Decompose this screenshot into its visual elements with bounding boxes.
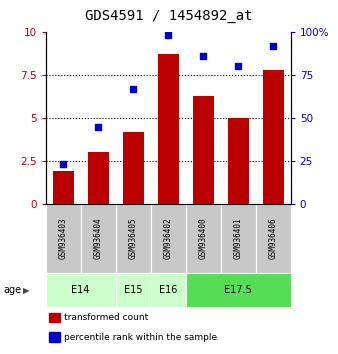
Bar <box>263 70 284 204</box>
Text: GDS4591 / 1454892_at: GDS4591 / 1454892_at <box>85 9 253 23</box>
Bar <box>256 204 291 273</box>
Point <box>130 86 136 92</box>
Text: GSM936401: GSM936401 <box>234 218 243 259</box>
Bar <box>81 204 116 273</box>
Point <box>95 124 101 130</box>
Point <box>200 53 206 59</box>
Bar <box>158 54 179 204</box>
Text: ▶: ▶ <box>23 286 29 295</box>
Bar <box>53 171 74 204</box>
Bar <box>49 332 61 342</box>
Bar <box>46 273 116 307</box>
Point <box>270 43 276 48</box>
Text: percentile rank within the sample: percentile rank within the sample <box>64 333 217 342</box>
Text: E14: E14 <box>71 285 90 295</box>
Bar <box>88 153 108 204</box>
Text: E17.5: E17.5 <box>224 285 252 295</box>
Text: E16: E16 <box>159 285 177 295</box>
Bar <box>49 313 61 322</box>
Bar <box>151 273 186 307</box>
Text: GSM936405: GSM936405 <box>129 218 138 259</box>
Text: GSM936403: GSM936403 <box>58 218 68 259</box>
Text: GSM936404: GSM936404 <box>94 218 103 259</box>
Bar <box>123 132 144 204</box>
Point <box>61 162 66 167</box>
Bar <box>151 204 186 273</box>
Text: age: age <box>3 285 22 295</box>
Text: GSM936400: GSM936400 <box>199 218 208 259</box>
Bar <box>221 204 256 273</box>
Bar <box>228 118 249 204</box>
Point <box>166 33 171 38</box>
Point <box>236 63 241 69</box>
Bar <box>186 273 291 307</box>
Text: transformed count: transformed count <box>64 313 148 321</box>
Bar <box>193 96 214 204</box>
Bar <box>186 204 221 273</box>
Text: GSM936402: GSM936402 <box>164 218 173 259</box>
Text: E15: E15 <box>124 285 142 295</box>
Bar <box>116 273 151 307</box>
Bar <box>46 204 81 273</box>
Text: GSM936406: GSM936406 <box>269 218 278 259</box>
Bar <box>116 204 151 273</box>
